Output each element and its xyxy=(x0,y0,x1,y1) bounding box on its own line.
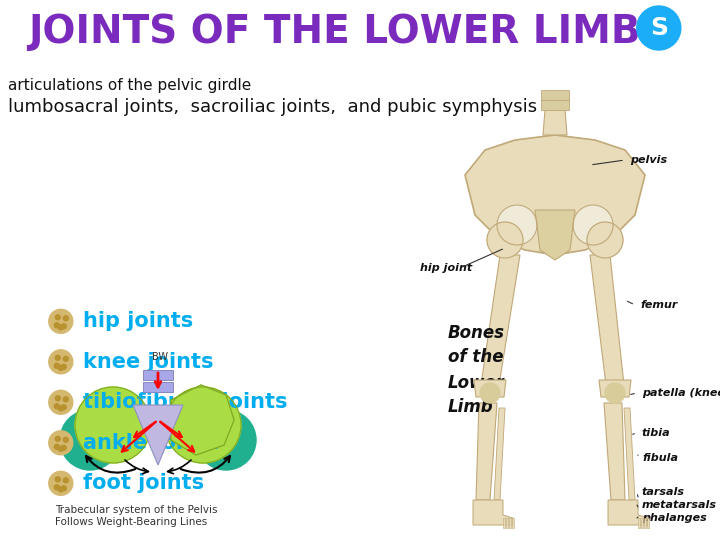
Circle shape xyxy=(63,437,68,442)
Circle shape xyxy=(75,387,151,463)
Circle shape xyxy=(54,323,59,328)
Text: phalanges: phalanges xyxy=(642,513,707,523)
Circle shape xyxy=(63,397,68,402)
Circle shape xyxy=(165,387,241,463)
Polygon shape xyxy=(608,500,648,525)
Circle shape xyxy=(58,406,63,411)
Polygon shape xyxy=(133,405,183,465)
Text: tibia: tibia xyxy=(642,428,670,438)
Circle shape xyxy=(487,222,523,258)
Text: femur: femur xyxy=(640,300,678,310)
Circle shape xyxy=(61,405,66,410)
Circle shape xyxy=(61,324,66,329)
Circle shape xyxy=(63,356,68,361)
Polygon shape xyxy=(638,518,640,528)
Polygon shape xyxy=(506,518,508,528)
Circle shape xyxy=(497,205,537,245)
Text: hip joints: hip joints xyxy=(83,311,193,332)
Polygon shape xyxy=(503,518,505,528)
Text: hip joint: hip joint xyxy=(420,263,472,273)
Circle shape xyxy=(49,431,73,455)
Polygon shape xyxy=(512,518,514,528)
Polygon shape xyxy=(474,380,506,397)
Polygon shape xyxy=(644,518,646,528)
Circle shape xyxy=(63,316,68,321)
Text: ankle joints: ankle joints xyxy=(83,433,220,453)
Circle shape xyxy=(58,365,63,370)
Polygon shape xyxy=(641,518,643,528)
Circle shape xyxy=(49,471,73,495)
Polygon shape xyxy=(465,135,645,255)
Circle shape xyxy=(58,487,63,492)
Text: fibula: fibula xyxy=(642,453,678,463)
Circle shape xyxy=(54,485,59,490)
Text: S: S xyxy=(650,16,668,40)
Circle shape xyxy=(55,396,60,401)
Text: tibiofibular joints: tibiofibular joints xyxy=(83,392,287,413)
Polygon shape xyxy=(143,382,173,392)
Polygon shape xyxy=(590,255,624,385)
Polygon shape xyxy=(473,500,513,525)
Circle shape xyxy=(54,363,59,368)
Circle shape xyxy=(573,205,613,245)
Polygon shape xyxy=(171,385,234,455)
Polygon shape xyxy=(599,380,631,397)
Text: lumbosacral joints,  sacroiliac joints,  and pubic symphysis: lumbosacral joints, sacroiliac joints, a… xyxy=(8,98,537,116)
Circle shape xyxy=(61,446,66,450)
Circle shape xyxy=(55,315,60,320)
Circle shape xyxy=(605,383,625,403)
Polygon shape xyxy=(494,408,505,500)
Polygon shape xyxy=(647,518,649,528)
Circle shape xyxy=(55,436,60,441)
Text: metatarsals: metatarsals xyxy=(642,500,717,510)
Polygon shape xyxy=(541,100,569,110)
Circle shape xyxy=(55,355,60,360)
Text: articulations of the pelvic girdle: articulations of the pelvic girdle xyxy=(8,78,251,93)
Circle shape xyxy=(58,325,63,330)
Polygon shape xyxy=(481,255,520,385)
Circle shape xyxy=(60,410,120,470)
Circle shape xyxy=(636,6,681,50)
Polygon shape xyxy=(604,403,625,500)
Text: Bones
of the
Lower
Limb: Bones of the Lower Limb xyxy=(448,323,505,416)
Polygon shape xyxy=(543,110,567,135)
Text: patella (knee cap): patella (knee cap) xyxy=(642,388,720,398)
Circle shape xyxy=(587,222,623,258)
Circle shape xyxy=(63,478,68,483)
Polygon shape xyxy=(624,408,635,500)
Circle shape xyxy=(61,364,66,369)
Text: BW: BW xyxy=(152,352,168,362)
Text: pelvis: pelvis xyxy=(630,155,667,165)
Polygon shape xyxy=(143,370,173,380)
Polygon shape xyxy=(476,403,497,500)
Polygon shape xyxy=(171,385,234,455)
Circle shape xyxy=(54,404,59,409)
Circle shape xyxy=(58,446,63,451)
Text: Trabecular system of the Pelvis: Trabecular system of the Pelvis xyxy=(55,505,217,515)
Circle shape xyxy=(49,309,73,333)
Text: tarsals: tarsals xyxy=(642,487,685,497)
Circle shape xyxy=(49,390,73,414)
Polygon shape xyxy=(509,518,511,528)
Circle shape xyxy=(61,486,66,491)
Circle shape xyxy=(55,477,60,482)
Polygon shape xyxy=(535,210,575,260)
Circle shape xyxy=(49,350,73,374)
Circle shape xyxy=(480,383,500,403)
Polygon shape xyxy=(541,90,569,100)
Circle shape xyxy=(54,444,59,449)
Text: knee joints: knee joints xyxy=(83,352,213,372)
Text: Follows Weight-Bearing Lines: Follows Weight-Bearing Lines xyxy=(55,517,207,527)
Text: foot joints: foot joints xyxy=(83,473,204,494)
Circle shape xyxy=(196,410,256,470)
Text: JOINTS OF THE LOWER LIMB: JOINTS OF THE LOWER LIMB xyxy=(29,13,641,51)
